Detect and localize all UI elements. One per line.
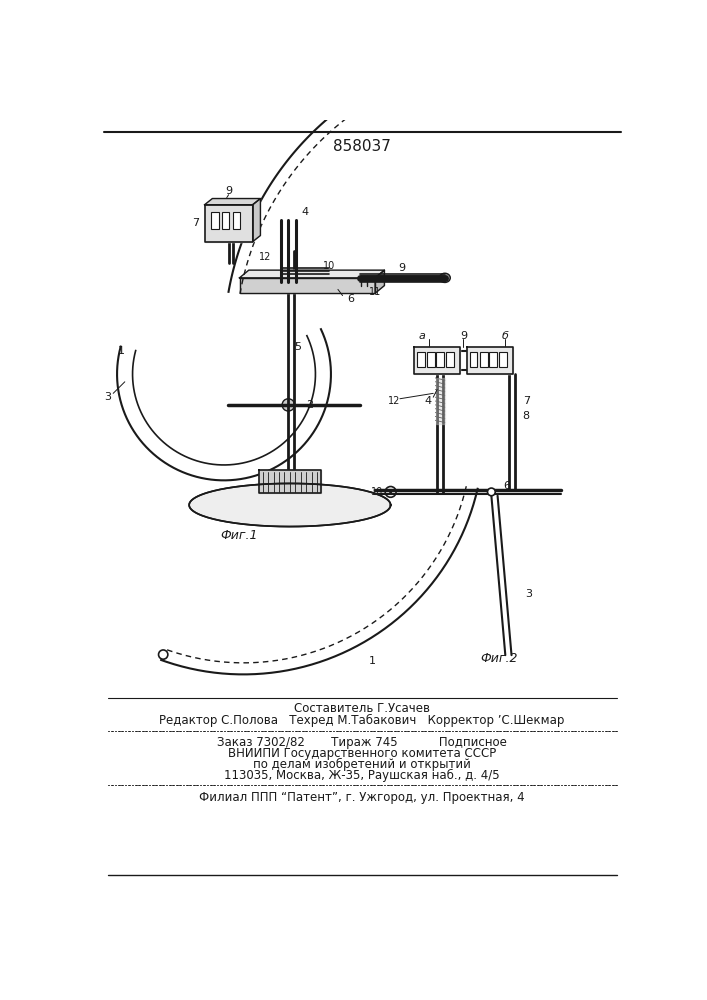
Polygon shape: [375, 270, 385, 293]
Text: б: б: [502, 331, 509, 341]
Text: 9: 9: [460, 331, 467, 341]
Polygon shape: [204, 199, 260, 205]
Text: Филиал ППП “Патент”, г. Ужгород, ул. Проектная, 4: Филиал ППП “Патент”, г. Ужгород, ул. Про…: [199, 791, 525, 804]
Text: 7: 7: [192, 218, 199, 228]
Polygon shape: [240, 270, 385, 278]
Polygon shape: [240, 278, 375, 293]
Text: 858037: 858037: [333, 139, 391, 154]
Text: Фиг.1: Фиг.1: [221, 529, 258, 542]
Bar: [360, 286, 369, 292]
Polygon shape: [436, 378, 445, 424]
Text: 10: 10: [322, 261, 334, 271]
Polygon shape: [204, 205, 252, 242]
Text: 1: 1: [117, 346, 124, 356]
Text: 6: 6: [347, 294, 354, 304]
Text: Редактор С.Полова   Техред М.Табакович   Корректор ’С.Шекмар: Редактор С.Полова Техред М.Табакович Кор…: [159, 714, 565, 727]
Text: 12: 12: [259, 252, 271, 262]
Text: 10: 10: [371, 487, 384, 497]
Text: ВНИИПИ Государственного комитета СССР: ВНИИПИ Государственного комитета СССР: [228, 747, 496, 760]
Polygon shape: [252, 199, 260, 242]
Text: 3: 3: [104, 392, 111, 402]
Circle shape: [282, 399, 295, 411]
Text: Составитель Г.Усачев: Составитель Г.Усачев: [294, 702, 430, 715]
Text: 4: 4: [424, 396, 431, 406]
Circle shape: [488, 488, 495, 496]
Text: Фиг.2: Фиг.2: [480, 652, 518, 666]
Text: 4: 4: [302, 207, 309, 217]
Polygon shape: [467, 347, 513, 374]
Bar: [499, 352, 507, 367]
Bar: [417, 352, 425, 367]
Text: 9: 9: [399, 263, 406, 273]
Bar: [469, 352, 477, 367]
Ellipse shape: [440, 273, 450, 282]
Circle shape: [389, 490, 392, 493]
Text: 6: 6: [503, 481, 510, 491]
Bar: [436, 352, 444, 367]
Text: 113035, Москва, Ж-35, Раушская наб., д. 4/5: 113035, Москва, Ж-35, Раушская наб., д. …: [224, 769, 500, 782]
Text: 11: 11: [369, 287, 381, 297]
Polygon shape: [189, 483, 391, 527]
Text: 7: 7: [522, 396, 530, 406]
Text: по делам изобретений и открытий: по делам изобретений и открытий: [253, 758, 471, 771]
Bar: [222, 212, 230, 229]
Bar: [489, 352, 497, 367]
Polygon shape: [414, 347, 460, 374]
Bar: [446, 352, 454, 367]
Text: 2: 2: [306, 400, 314, 410]
Text: 1: 1: [369, 656, 376, 666]
Text: а: а: [418, 331, 425, 341]
Text: 5: 5: [294, 342, 301, 352]
Text: Заказ 7302/82       Тираж 745           Подписное: Заказ 7302/82 Тираж 745 Подписное: [217, 736, 507, 749]
Bar: [480, 352, 488, 367]
Text: 12: 12: [388, 396, 401, 406]
Bar: [233, 212, 240, 229]
Text: 8: 8: [522, 411, 530, 421]
Text: 3: 3: [525, 589, 532, 599]
Bar: [427, 352, 435, 367]
Polygon shape: [259, 470, 321, 493]
Bar: [211, 212, 218, 229]
Text: 9: 9: [225, 186, 232, 196]
